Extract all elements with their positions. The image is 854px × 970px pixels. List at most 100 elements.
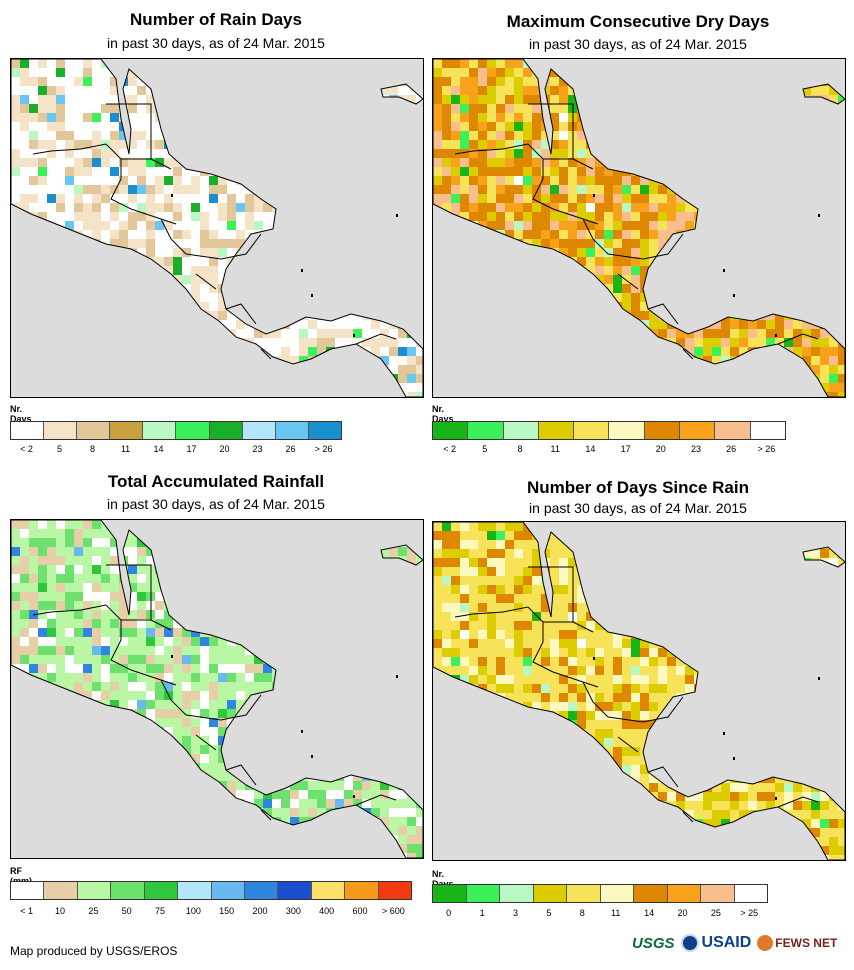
grid-cell [209,185,218,194]
grid-cell [335,781,344,790]
grid-cell [110,664,119,673]
grid-cell [236,221,245,230]
grid-cell [38,601,47,610]
grid-cell [604,275,613,284]
grid-cell [532,113,541,122]
country-border [110,159,132,210]
grid-cell [200,727,209,736]
grid-cell [38,610,47,619]
grid-cell [137,86,146,95]
grid-cell [613,221,622,230]
grid-cell [254,329,263,338]
grid-cell [47,185,56,194]
grid-cell [550,158,559,167]
grid-cell [703,329,712,338]
grid-cell [83,538,92,547]
grid-cell [200,239,209,248]
grid-cell [245,212,254,221]
grid-cell [622,248,631,257]
grid-cell [209,646,218,655]
grid-cell [137,203,146,212]
grid-cell [227,781,236,790]
grid-cell [29,176,38,185]
grid-cell [398,547,407,556]
grid-cell [191,691,200,700]
grid-cell [532,203,541,212]
grid-cell [92,95,101,104]
grid-cell [505,176,514,185]
grid-cell [11,68,20,77]
grid-cell [739,329,748,338]
legend-tick-label: > 26 [757,444,776,454]
country-border [617,273,639,290]
grid-cell [236,646,245,655]
grid-cell [110,691,119,700]
grid-cell [38,131,47,140]
grid-cell [29,547,38,556]
grid-cell [83,131,92,140]
grid-cell [236,655,245,664]
legend-swatch [176,422,210,439]
grid-cell [829,356,838,365]
grid-cell [317,320,326,329]
grid-cell [191,637,200,646]
grid-cell [20,664,29,673]
grid-cell [110,646,119,655]
grid-cell [218,718,227,727]
grid-cell [110,583,119,592]
grid-cell [83,610,92,619]
grid-cell [164,619,173,628]
grid-cell [460,131,469,140]
grid-cell [92,565,101,574]
grid-cell [532,185,541,194]
grid-cell [559,212,568,221]
grid-cell [200,709,209,718]
grid-cell [191,167,200,176]
grid-cell [101,556,110,565]
grid-cell [451,113,460,122]
grid-cell [460,104,469,113]
grid-cell [47,637,56,646]
grid-cell [146,95,155,104]
grid-cell [155,149,164,158]
grid-cell [20,86,29,95]
grid-cell [505,95,514,104]
grid-cell [47,619,56,628]
grid-cell [496,167,505,176]
grid-cell [281,347,290,356]
grid-cell [622,230,631,239]
grid-cell [460,194,469,203]
grid-cell [191,655,200,664]
grid-cell [92,556,101,565]
grid-cell [712,320,721,329]
grid-cell [74,547,83,556]
grid-cell [802,347,811,356]
grid-cell [308,781,317,790]
grid-cell [92,131,101,140]
grid-cell [523,113,532,122]
grid-cell [631,248,640,257]
grid-cell [532,176,541,185]
grid-cell [487,149,496,158]
grid-cell [56,664,65,673]
grid-cell [407,547,416,556]
grid-cell [38,212,47,221]
grid-cell [604,266,613,275]
island [311,294,313,297]
grid-cell [173,257,182,266]
grid-cell [119,592,128,601]
legend-swatch [11,422,45,439]
grid-cell [155,637,164,646]
grid-cell [478,185,487,194]
grid-cell [793,329,802,338]
grid-cell [469,122,478,131]
grid-cell [299,329,308,338]
grid-cell [613,230,622,239]
grid-cell [263,338,272,347]
grid-cell [523,104,532,113]
grid-cell [631,185,640,194]
grid-cell [83,574,92,583]
grid-cell [11,628,20,637]
grid-cell [92,122,101,131]
grid-cell [20,547,29,556]
